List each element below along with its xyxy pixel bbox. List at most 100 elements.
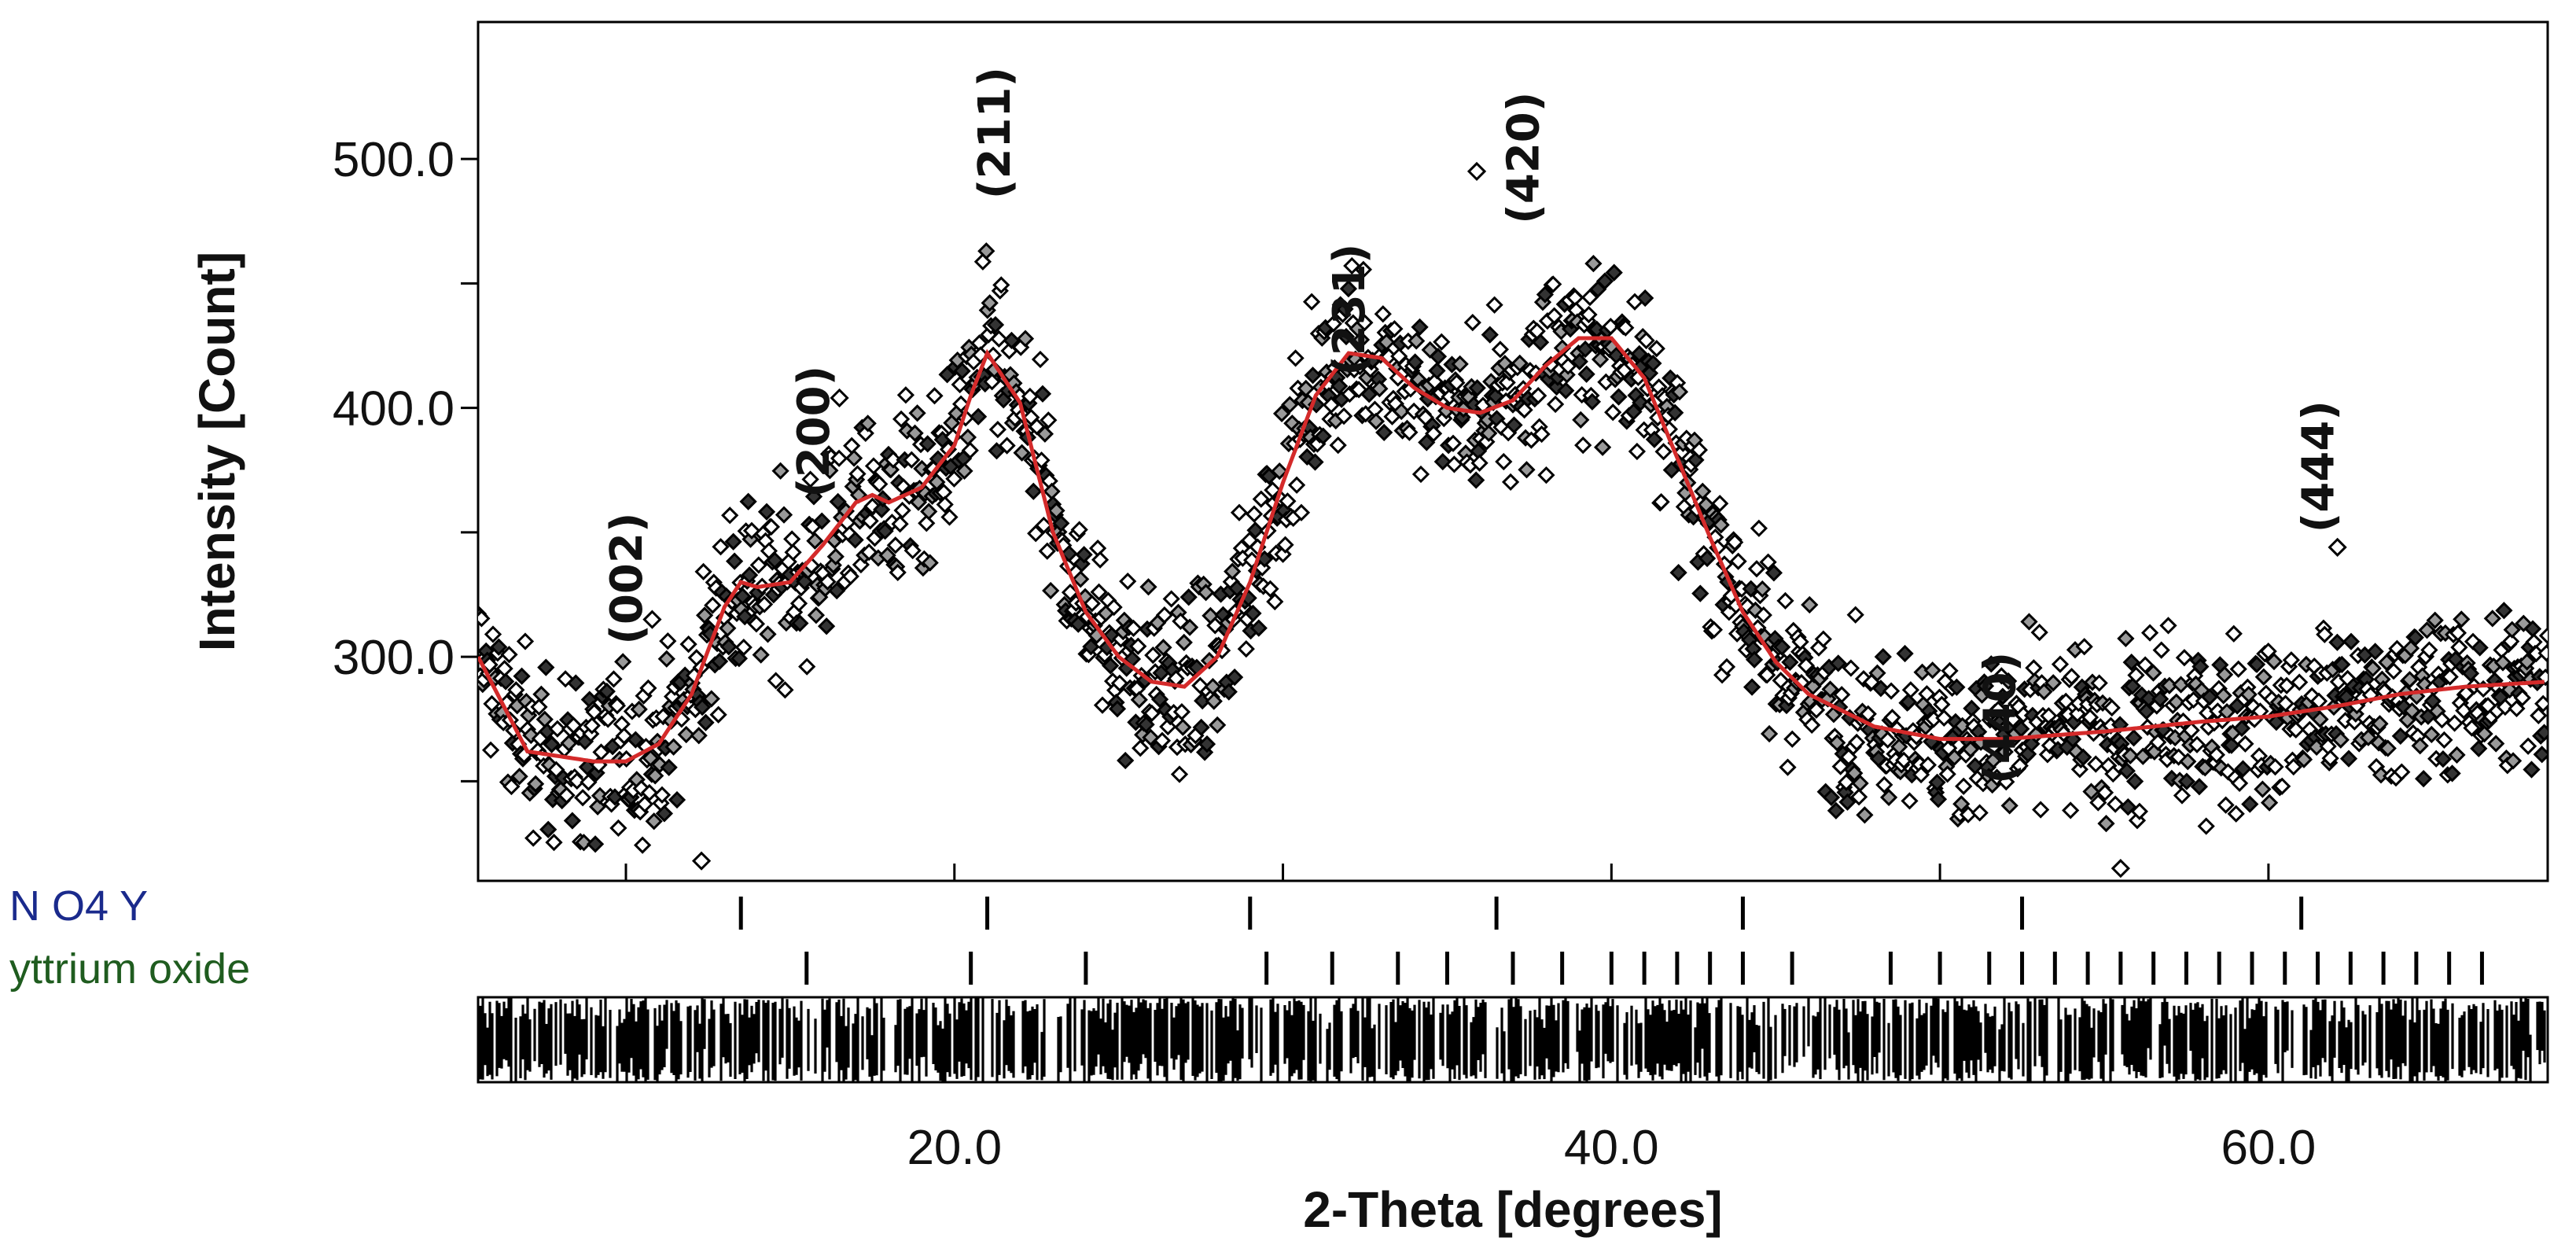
- observed-point: [1803, 716, 1821, 735]
- observed-point: [2063, 668, 2081, 686]
- observed-point: [1822, 788, 1841, 807]
- observed-point: [2130, 802, 2149, 820]
- observed-point: [1827, 801, 1846, 820]
- observed-point: [1625, 403, 1643, 421]
- observed-point: [734, 638, 753, 657]
- observed-point: [1537, 466, 1555, 484]
- observed-point: [893, 501, 911, 520]
- observed-point: [2241, 795, 2259, 813]
- observed-point: [1433, 452, 1452, 471]
- observed-point: [2122, 746, 2140, 765]
- y-tick-label: 400.0: [333, 382, 454, 436]
- observed-point: [1485, 296, 1503, 314]
- observed-point: [1652, 492, 1670, 511]
- observed-point: [2117, 629, 2135, 648]
- observed-point: [986, 315, 1005, 334]
- observed-point: [1941, 661, 1959, 680]
- observed-point: [2434, 750, 2453, 768]
- observed-point: [558, 786, 576, 805]
- observed-point: [2089, 794, 2107, 812]
- observed-point: [762, 518, 781, 536]
- observed-point: [1271, 462, 1289, 481]
- observed-outlier-point: [2110, 859, 2131, 878]
- observed-point: [660, 758, 678, 776]
- observed-point: [771, 462, 789, 480]
- observed-point: [2282, 651, 2301, 669]
- observed-point: [1124, 619, 1143, 638]
- observed-point: [539, 820, 558, 838]
- observed-point: [961, 441, 979, 459]
- observed-point: [1779, 758, 1797, 776]
- observed-point: [2426, 611, 2444, 629]
- observed-point: [2254, 780, 2272, 798]
- observed-point: [2177, 772, 2196, 790]
- observed-point: [1729, 552, 1747, 570]
- observed-point: [2393, 763, 2411, 781]
- observed-point: [1901, 792, 1919, 810]
- observed-point: [2418, 621, 2436, 639]
- observed-point: [2119, 797, 2137, 816]
- observed-point: [1797, 657, 1816, 675]
- observed-point: [725, 552, 744, 570]
- observed-point: [804, 488, 823, 506]
- peak-labels: (002) (200) (211) (231) (420) (440) (444): [602, 67, 2345, 784]
- peak-label: (200): [789, 366, 840, 498]
- peak-label: (231): [1324, 244, 1375, 376]
- observed-point: [2273, 777, 2291, 795]
- observed-point: [1697, 495, 1715, 514]
- observed-point: [1518, 461, 1536, 479]
- observed-point: [1919, 756, 1938, 774]
- observed-point: [2044, 674, 2063, 692]
- observed-point: [2266, 757, 2284, 776]
- observed-point: [2277, 676, 2296, 694]
- observed-point: [776, 681, 794, 699]
- observed-point: [2197, 817, 2215, 835]
- observed-point: [530, 698, 548, 716]
- observed-point: [953, 362, 971, 380]
- observed-point: [2530, 706, 2548, 725]
- observed-point: [2519, 737, 2537, 755]
- observed-point: [2230, 774, 2249, 793]
- observed-point: [2182, 721, 2200, 739]
- observed-point: [1776, 591, 1794, 610]
- observed-point: [1468, 379, 1486, 397]
- observed-point: [1324, 315, 1343, 333]
- observed-point: [1337, 327, 1356, 346]
- observed-point: [1765, 564, 1783, 582]
- phase-ticks-nitrate: [738, 897, 2304, 930]
- observed-point: [1842, 659, 1860, 677]
- observed-point: [1522, 431, 1540, 449]
- observed-point: [2450, 638, 2468, 657]
- observed-point: [2035, 683, 2053, 701]
- observed-point: [2493, 654, 2512, 672]
- observed-point: [1279, 492, 1297, 510]
- observed-point: [1197, 584, 1215, 602]
- observed-point: [889, 563, 907, 582]
- observed-point: [2311, 710, 2329, 728]
- observed-point: [697, 713, 715, 731]
- observed-point: [710, 652, 729, 671]
- observed-point: [841, 567, 859, 586]
- observed-point: [1072, 570, 1090, 588]
- observed-point: [702, 690, 720, 708]
- observed-point: [2366, 643, 2384, 661]
- observed-point: [1501, 473, 1520, 492]
- observed-point: [1162, 590, 1180, 608]
- observed-point: [829, 492, 847, 511]
- observed-point: [526, 775, 545, 793]
- observed-point: [734, 587, 752, 606]
- observed-point: [752, 646, 770, 664]
- observed-point: [1918, 685, 1936, 703]
- observed-point: [2144, 664, 2162, 682]
- observed-point: [659, 632, 677, 650]
- observed-point: [2215, 665, 2234, 683]
- observed-point: [896, 386, 915, 404]
- observed-point: [2414, 769, 2433, 788]
- observed-point: [1511, 354, 1529, 373]
- observed-point: [1179, 588, 1198, 606]
- observed-point: [983, 373, 1001, 391]
- observed-point: [2190, 778, 2209, 796]
- observed-point: [1605, 263, 1623, 282]
- observed-point: [1533, 425, 1551, 444]
